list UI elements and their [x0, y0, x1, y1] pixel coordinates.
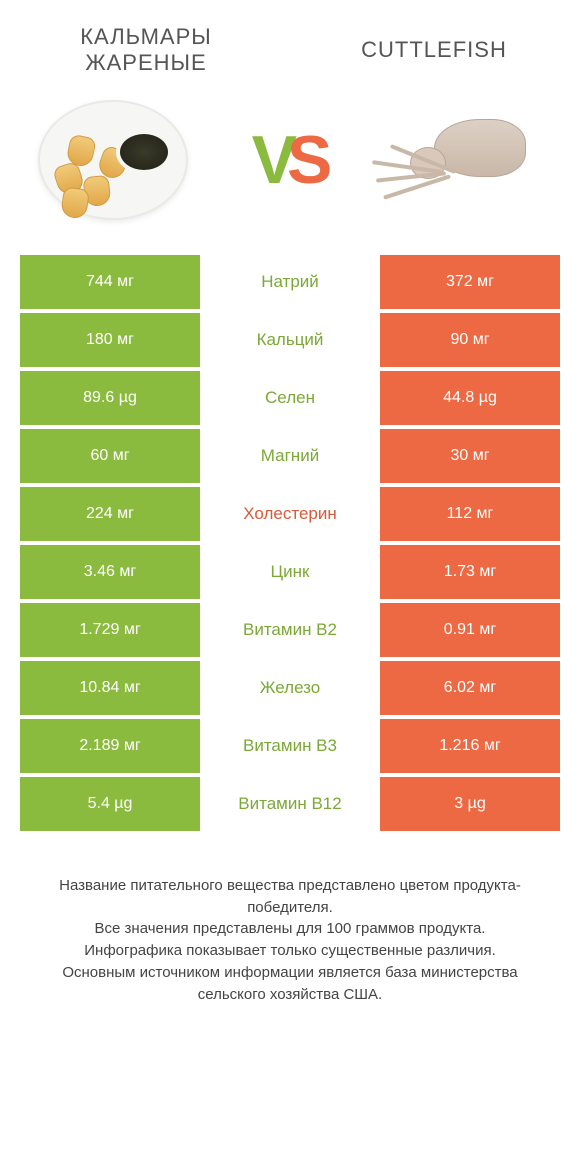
table-row: 2.189 мгВитамин B31.216 мг: [20, 719, 560, 773]
right-value: 6.02 мг: [380, 661, 560, 715]
left-product-image: [28, 95, 198, 225]
right-product-image: [382, 95, 552, 225]
right-value: 90 мг: [380, 313, 560, 367]
right-value: 30 мг: [380, 429, 560, 483]
table-row: 180 мгКальций90 мг: [20, 313, 560, 367]
nutrient-label: Железо: [200, 661, 380, 715]
footer-line: Инфографика показывает только существенн…: [30, 940, 550, 962]
nutrient-label: Цинк: [200, 545, 380, 599]
left-value: 5.4 µg: [20, 777, 200, 831]
right-value: 1.216 мг: [380, 719, 560, 773]
left-value: 224 мг: [20, 487, 200, 541]
left-product-title: КАЛЬМАРЫ ЖАРЕНЫЕ: [36, 24, 256, 77]
cuttlefish-icon: [382, 95, 552, 225]
right-product-title: CUTTLEFISH: [324, 37, 544, 63]
right-value: 372 мг: [380, 255, 560, 309]
nutrient-label: Витамин B2: [200, 603, 380, 657]
left-value: 10.84 мг: [20, 661, 200, 715]
table-row: 224 мгХолестерин112 мг: [20, 487, 560, 541]
nutrient-label: Натрий: [200, 255, 380, 309]
nutrient-label: Кальций: [200, 313, 380, 367]
footer-notes: Название питательного вещества представл…: [0, 835, 580, 1006]
table-row: 744 мгНатрий372 мг: [20, 255, 560, 309]
left-value: 89.6 µg: [20, 371, 200, 425]
vs-s: S: [287, 126, 328, 194]
table-row: 3.46 мгЦинк1.73 мг: [20, 545, 560, 599]
table-row: 1.729 мгВитамин B20.91 мг: [20, 603, 560, 657]
nutrient-label: Витамин B12: [200, 777, 380, 831]
table-row: 10.84 мгЖелезо6.02 мг: [20, 661, 560, 715]
nutrient-label: Холестерин: [200, 487, 380, 541]
nutrient-label: Магний: [200, 429, 380, 483]
left-value: 3.46 мг: [20, 545, 200, 599]
right-value: 1.73 мг: [380, 545, 560, 599]
footer-line: Название питательного вещества представл…: [30, 875, 550, 919]
header: КАЛЬМАРЫ ЖАРЕНЫЕ CUTTLEFISH: [0, 0, 580, 77]
footer-line: Основным источником информации является …: [30, 962, 550, 1006]
right-value: 44.8 µg: [380, 371, 560, 425]
left-value: 1.729 мг: [20, 603, 200, 657]
comparison-table: 744 мгНатрий372 мг180 мгКальций90 мг89.6…: [0, 255, 580, 831]
left-value: 744 мг: [20, 255, 200, 309]
vs-label: V S: [252, 126, 329, 194]
left-value: 60 мг: [20, 429, 200, 483]
nutrient-label: Витамин B3: [200, 719, 380, 773]
left-value: 180 мг: [20, 313, 200, 367]
nutrient-label: Селен: [200, 371, 380, 425]
table-row: 89.6 µgСелен44.8 µg: [20, 371, 560, 425]
left-value: 2.189 мг: [20, 719, 200, 773]
footer-line: Все значения представлены для 100 граммо…: [30, 918, 550, 940]
right-value: 112 мг: [380, 487, 560, 541]
vs-row: V S: [0, 77, 580, 255]
calamari-icon: [38, 100, 188, 220]
table-row: 60 мгМагний30 мг: [20, 429, 560, 483]
right-value: 3 µg: [380, 777, 560, 831]
table-row: 5.4 µgВитамин B123 µg: [20, 777, 560, 831]
right-value: 0.91 мг: [380, 603, 560, 657]
